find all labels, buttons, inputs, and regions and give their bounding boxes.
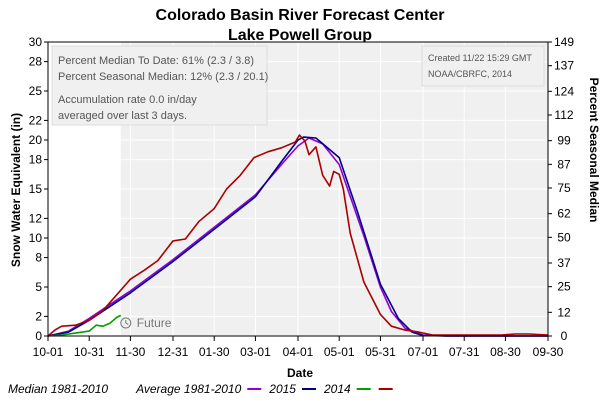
x-tick-label: 11-30 xyxy=(116,345,146,359)
y-left-tick-label: 10 xyxy=(29,231,43,245)
created-timestamp: Created 11/22 15:29 GMT xyxy=(428,53,532,63)
x-tick-label: 05-01 xyxy=(324,345,355,359)
y-right-tick-label: 37 xyxy=(557,256,571,270)
clock-hands xyxy=(125,320,129,325)
y-left-tick-label: 15 xyxy=(29,182,43,196)
y-right-axis-label: Percent Seasonal Median xyxy=(587,78,600,223)
info-accumulation-rate: Accumulation rate 0.0 in/day xyxy=(58,94,197,106)
y-right-tick-label: 12 xyxy=(557,305,571,319)
x-tick-label: 12-31 xyxy=(158,345,189,359)
series-line-2014 xyxy=(47,314,122,337)
y-right-tick-label: 75 xyxy=(557,181,571,195)
legend-label: 2015 xyxy=(268,382,296,396)
y-right-tick-label: 50 xyxy=(557,230,571,244)
y-right-tick-label: 25 xyxy=(557,280,571,294)
y-left-tick-label: 8 xyxy=(35,251,42,265)
series-line-series-4 xyxy=(47,134,549,337)
x-axis-label: Date xyxy=(287,366,313,380)
info-averaged-over: averaged over last 3 days. xyxy=(58,110,187,122)
legend: Median 1981-2010 Average 1981-2010 2015 201… xyxy=(8,382,393,396)
info-box: Percent Median To Date: 61% (2.3 / 3.8) … xyxy=(51,45,268,126)
created-box: Created 11/22 15:29 GMT NOAA/CBRFC, 2014 xyxy=(421,45,545,87)
y-left-tick-label: 5 xyxy=(35,280,42,294)
y-right-tick-label: 99 xyxy=(557,134,571,148)
y-right-axis-ticks: 0 12 25 37 50 62 75 87 99 112 124 137 149 xyxy=(548,35,574,343)
info-box-background xyxy=(51,45,268,126)
x-tick-label: 08-30 xyxy=(490,345,521,359)
y-right-tick-label: 0 xyxy=(561,329,568,343)
x-tick-label: 07-31 xyxy=(449,345,480,359)
y-right-tick-label: 124 xyxy=(554,84,574,98)
y-right-tick-label: 149 xyxy=(554,35,574,49)
info-percent-median-to-date: Percent Median To Date: 61% (2.3 / 3.8) xyxy=(58,55,254,67)
y-right-tick-label: 112 xyxy=(554,108,573,122)
y-left-tick-label: 22 xyxy=(29,113,43,127)
chart-title: Colorado Basin River Forecast Center xyxy=(156,7,445,24)
created-source: NOAA/CBRFC, 2014 xyxy=(428,69,512,79)
y-left-tick-label: 2 xyxy=(35,309,42,323)
y-left-tick-label: 0 xyxy=(35,329,42,343)
y-left-tick-label: 30 xyxy=(29,35,43,49)
x-tick-label: 04-01 xyxy=(283,345,314,359)
clock-icon xyxy=(120,317,132,329)
x-tick-label: 05-31 xyxy=(365,345,396,359)
y-left-axis-label: Snow Water Equivalent (in) xyxy=(9,113,23,267)
chart-subtitle: Lake Powell Group xyxy=(228,27,372,44)
future-marker: Future xyxy=(120,316,172,330)
y-left-tick-label: 12 xyxy=(29,211,43,225)
x-tick-label: 01-30 xyxy=(199,345,230,359)
x-tick-label: 03-01 xyxy=(240,345,271,359)
y-right-tick-label: 137 xyxy=(554,59,574,73)
x-tick-label: 09-30 xyxy=(533,345,564,359)
x-axis-ticks: 10-01 10-31 11-30 12-31 01-30 03-01 04-01 05-01… xyxy=(33,336,564,359)
y-left-tick-label: 25 xyxy=(29,84,43,98)
legend-label: Median 1981-2010 xyxy=(8,382,108,396)
created-box-background xyxy=(421,45,545,87)
x-tick-label: 10-01 xyxy=(33,345,64,359)
legend-label: Average 1981-2010 xyxy=(135,382,242,396)
info-percent-seasonal-median: Percent Seasonal Median: 12% (2.3 / 20.1… xyxy=(58,71,268,83)
y-left-tick-label: 20 xyxy=(29,133,43,147)
future-label: Future xyxy=(137,316,172,330)
y-right-tick-label: 62 xyxy=(557,207,571,221)
y-right-tick-label: 87 xyxy=(557,157,571,171)
y-left-tick-label: 28 xyxy=(29,55,43,69)
x-tick-label: 10-31 xyxy=(74,345,105,359)
legend-label: 2014 xyxy=(323,382,351,396)
x-tick-label: 07-01 xyxy=(408,345,439,359)
y-left-tick-label: 18 xyxy=(29,153,43,167)
